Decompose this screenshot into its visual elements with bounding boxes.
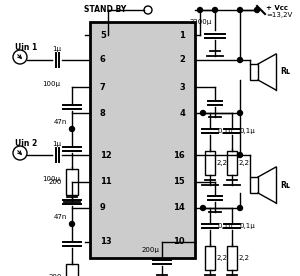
Text: 13: 13 [100,238,112,246]
Text: Rʟ: Rʟ [280,181,290,190]
Bar [227,246,237,270]
Bar [66,169,78,195]
Circle shape [197,7,202,12]
Text: 1: 1 [179,31,185,39]
Text: 14: 14 [173,203,185,213]
Text: + Vcc: + Vcc [266,5,288,11]
Bar [250,177,258,193]
Text: 2: 2 [179,55,185,65]
Circle shape [238,57,242,62]
Text: 5: 5 [100,31,106,39]
Circle shape [238,110,242,115]
Text: 2,2: 2,2 [217,255,228,261]
Text: STAND BY: STAND BY [84,6,126,15]
Circle shape [238,153,242,158]
Text: 2200µ: 2200µ [190,19,212,25]
Bar [205,246,215,270]
Circle shape [70,126,74,131]
Text: 100µ: 100µ [42,176,60,182]
Text: 1µ: 1µ [52,46,62,52]
Text: 47n: 47n [54,119,67,125]
Text: 2,2: 2,2 [239,160,250,166]
Text: 10: 10 [173,238,185,246]
Text: 8: 8 [100,108,106,118]
Text: 15: 15 [173,177,185,187]
Bar [205,151,215,175]
Bar [227,151,237,175]
Text: 0,1µ: 0,1µ [239,128,255,134]
Text: 1µ: 1µ [52,141,62,147]
Text: 0,1µ: 0,1µ [239,223,255,229]
Text: 200µ: 200µ [141,247,159,253]
Circle shape [238,7,242,12]
Text: Rʟ: Rʟ [280,68,290,76]
Text: 2,2: 2,2 [217,160,228,166]
Text: Uin 2: Uin 2 [15,139,37,147]
Text: 3: 3 [179,83,185,92]
Circle shape [70,222,74,227]
Bar [66,264,78,276]
Text: 200: 200 [49,179,62,185]
Text: 0,1µ: 0,1µ [217,128,233,134]
Text: 11: 11 [100,177,112,187]
Text: 47n: 47n [54,214,67,220]
Text: 200: 200 [49,274,62,276]
Text: 16: 16 [173,150,185,160]
Bar [90,22,195,258]
Circle shape [238,206,242,211]
Text: 4: 4 [179,108,185,118]
Text: 2,2: 2,2 [239,255,250,261]
Text: =13,2V: =13,2V [266,12,292,18]
Text: 7: 7 [100,83,106,92]
Circle shape [212,7,217,12]
Text: Uin 1: Uin 1 [15,44,37,52]
Circle shape [254,7,260,12]
Text: 100µ: 100µ [42,81,60,87]
Circle shape [200,110,206,115]
Text: 9: 9 [100,203,106,213]
Bar [250,64,258,80]
Circle shape [200,206,206,211]
Text: 6: 6 [100,55,106,65]
Text: 0,1µ: 0,1µ [217,223,233,229]
Text: 12: 12 [100,150,112,160]
